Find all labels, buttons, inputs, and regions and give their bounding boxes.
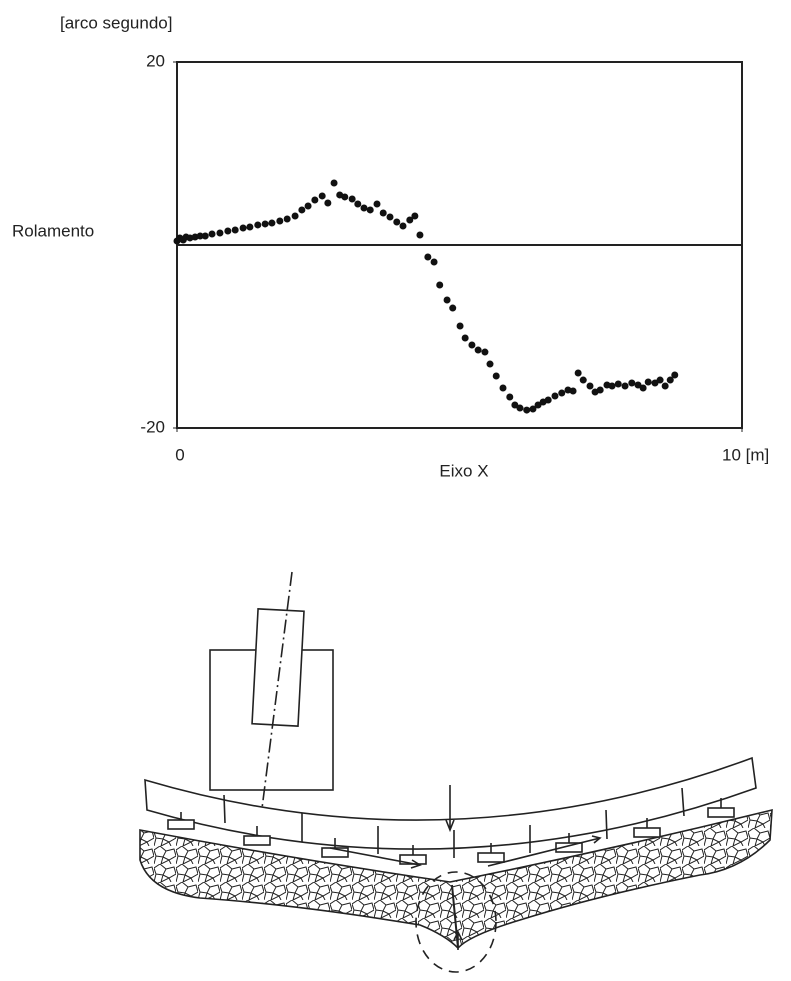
up-arrow <box>453 930 463 950</box>
data-point <box>283 215 291 223</box>
highlight-circle <box>415 871 497 973</box>
data-point <box>574 369 582 377</box>
y-tick-label: -20 <box>140 417 165 436</box>
data-point <box>523 406 531 414</box>
plot-area: -20 20 0 10 [m] <box>140 51 769 464</box>
supports <box>167 798 735 865</box>
data-point <box>304 202 312 210</box>
data-point <box>354 200 362 208</box>
data-point <box>208 230 216 238</box>
beam-joints <box>223 787 685 858</box>
data-point <box>499 384 507 392</box>
data-point <box>373 200 381 208</box>
data-point <box>614 380 622 388</box>
data-point <box>276 217 284 225</box>
data-point <box>551 392 559 400</box>
data-point <box>486 360 494 368</box>
data-point <box>324 199 332 207</box>
data-point <box>608 382 616 390</box>
data-point <box>449 304 457 312</box>
data-point <box>586 382 594 390</box>
data-point <box>291 212 299 220</box>
data-point <box>411 212 419 220</box>
data-point <box>456 322 464 330</box>
x-tick-label: 10 [m] <box>722 445 769 464</box>
data-point <box>661 382 669 390</box>
data-point <box>216 229 224 237</box>
data-point <box>639 384 647 392</box>
data-point <box>201 232 209 240</box>
y-tick-label: 20 <box>146 51 165 70</box>
data-point <box>231 226 239 234</box>
data-point <box>348 195 356 203</box>
data-point <box>579 376 587 384</box>
data-point <box>318 192 326 200</box>
data-point <box>671 371 679 379</box>
x-axis-label: Eixo X <box>439 461 488 480</box>
data-point <box>511 401 519 409</box>
data-point <box>506 393 514 401</box>
data-point <box>311 196 319 204</box>
data-point <box>651 379 659 387</box>
data-point <box>516 404 524 412</box>
data-point <box>416 231 424 239</box>
x-tick-label: 0 <box>175 445 184 464</box>
data-point <box>386 213 394 221</box>
data-point <box>399 222 407 230</box>
data-point <box>330 179 338 187</box>
data-point <box>558 389 566 397</box>
data-point <box>298 206 306 214</box>
data-point <box>224 227 232 235</box>
data-point <box>246 223 254 231</box>
data-point <box>644 378 652 386</box>
data-point <box>443 296 451 304</box>
data-point <box>254 221 262 229</box>
data-point <box>628 379 636 387</box>
data-point <box>544 396 552 404</box>
data-point <box>596 386 604 394</box>
data-point <box>492 372 500 380</box>
data-point <box>406 216 414 224</box>
axis-line <box>257 571 293 841</box>
data-point <box>379 209 387 217</box>
data-point <box>393 218 401 226</box>
data-point <box>436 281 444 289</box>
data-point <box>461 334 469 342</box>
data-point <box>261 220 269 228</box>
y-axis-label: [arco segundo] <box>60 13 172 32</box>
data-point <box>481 348 489 356</box>
data-point <box>468 341 476 349</box>
data-point <box>341 193 349 201</box>
data-point <box>529 405 537 413</box>
down-arrow <box>445 785 455 833</box>
data-point <box>621 382 629 390</box>
crack <box>451 884 459 949</box>
data-point <box>656 376 664 384</box>
data-point <box>474 346 482 354</box>
data-point <box>634 381 642 389</box>
diagram <box>139 571 773 973</box>
data-point <box>666 376 674 384</box>
data-point <box>424 253 432 261</box>
data-point <box>534 401 542 409</box>
data-point <box>196 232 204 240</box>
column-head <box>251 608 305 727</box>
data-point <box>430 258 438 266</box>
side-label: Rolamento <box>12 221 94 240</box>
data-point <box>569 387 577 395</box>
data-point <box>239 224 247 232</box>
beam <box>144 756 757 850</box>
flow-arrows <box>329 835 602 869</box>
data-point <box>268 219 276 227</box>
data-point <box>366 206 374 214</box>
data-point <box>360 204 368 212</box>
